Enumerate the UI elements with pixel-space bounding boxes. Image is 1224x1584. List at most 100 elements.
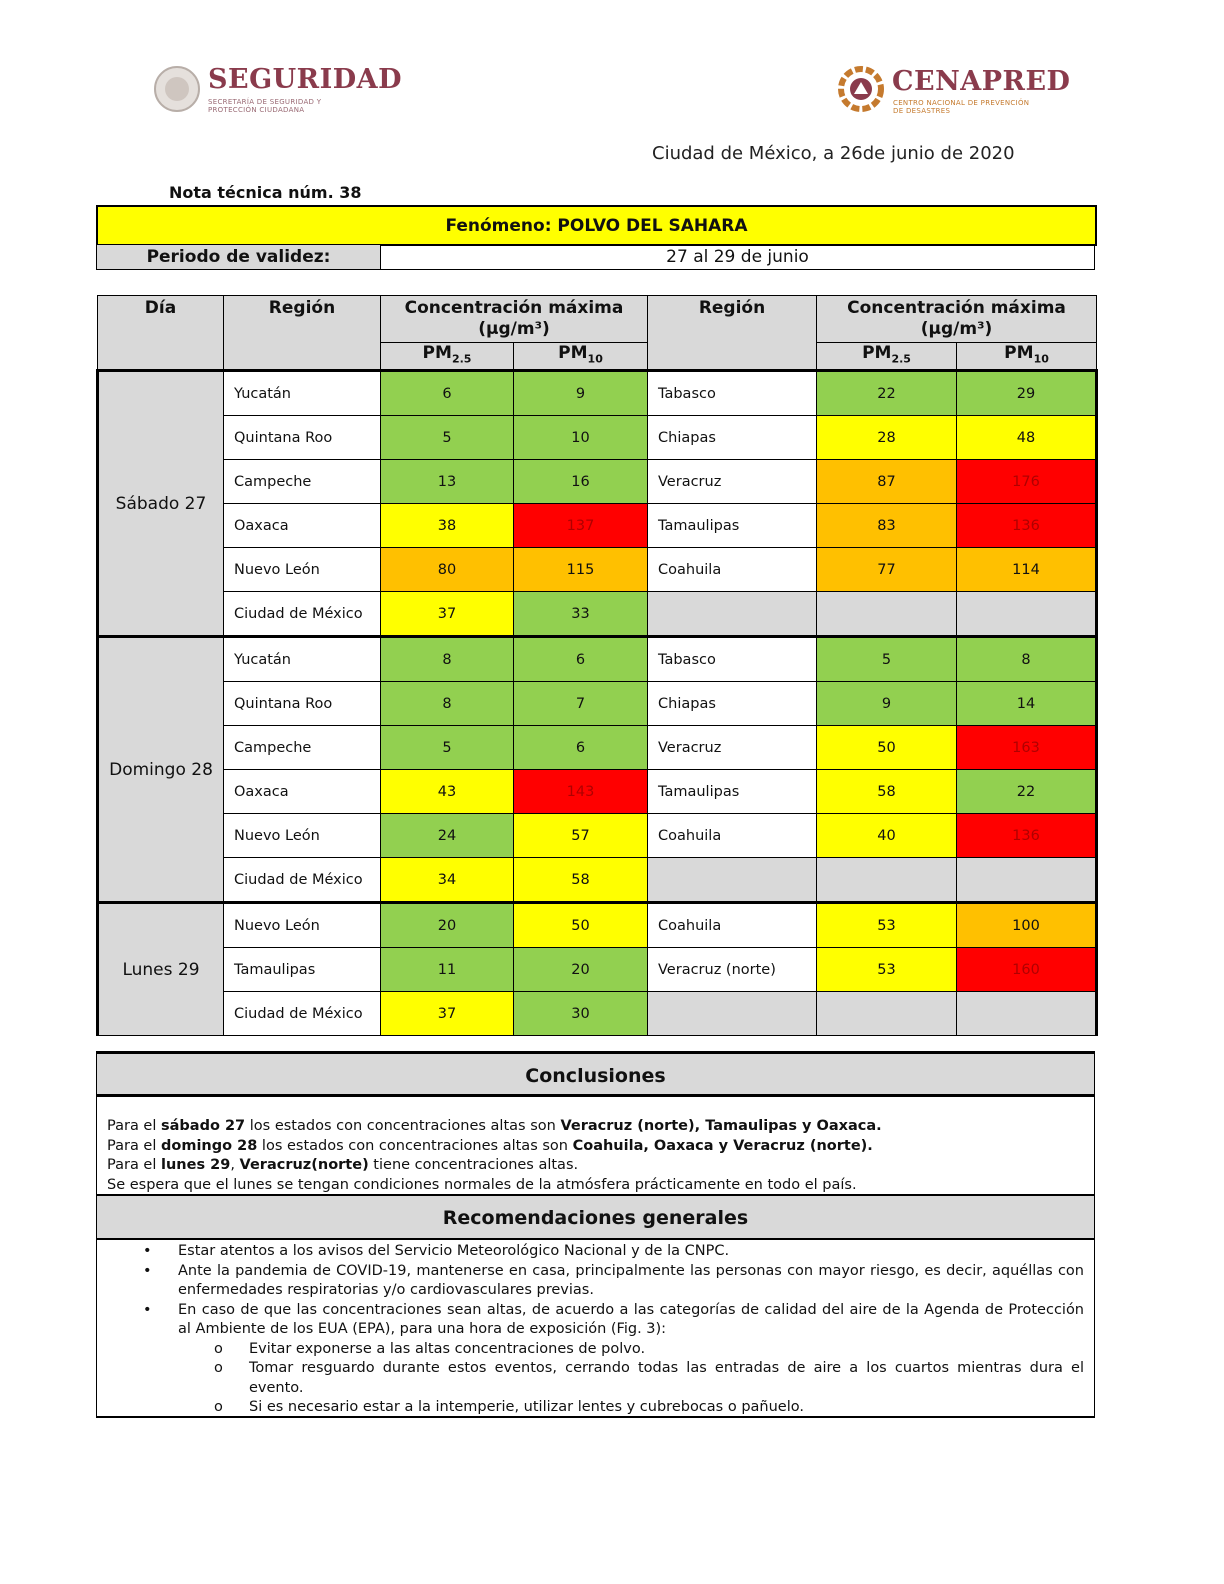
- data-row: Campeche 13 16 Veracruz 87 176: [98, 459, 1099, 505]
- concentration-value: 20: [512, 947, 649, 993]
- pollutant-base: PM: [862, 343, 892, 363]
- conclusion-line: Para el sábado 27 los estados con concen…: [107, 1117, 1084, 1137]
- pollutant-header: PM2.5: [816, 341, 958, 372]
- concentration-value: 16: [512, 459, 649, 505]
- region: Coahuila: [647, 813, 818, 859]
- concentration-value: 37: [380, 991, 514, 1037]
- right-logo-emblem: [838, 66, 884, 112]
- data-row: Domingo 28 Yucatán 8 6 Tabasco 5 8: [96, 635, 1099, 904]
- pollutant-header: PM10: [956, 341, 1098, 372]
- data-row: Ciudad de México 37 30: [98, 991, 1099, 1037]
- recommendation: Estar atentos a los avisos del Servicio …: [97, 1242, 1084, 1262]
- concentration-value: 5: [380, 415, 514, 461]
- region: Chiapas: [647, 415, 818, 461]
- region: Campeche: [223, 725, 381, 771]
- conclusion-text: los estados con concentraciones altas so…: [257, 1137, 573, 1154]
- concentration-value: 136: [956, 503, 1099, 549]
- right-logo-subtitle: CENTRO NACIONAL DE PREVENCIÓN DE DESASTR…: [893, 99, 1030, 115]
- region: Nuevo León: [223, 813, 381, 859]
- empty-cell: [647, 991, 818, 1037]
- date: Ciudad de México, a 26de junio de 2020: [652, 143, 1015, 164]
- region-header: Región: [223, 294, 381, 372]
- region: Veracruz (norte): [647, 947, 818, 993]
- data-row: Quintana Roo 8 7 Chiapas 9 14: [98, 681, 1099, 727]
- concentration-value: 48: [956, 415, 1099, 461]
- validity-value: 27 al 29 de junio: [666, 247, 809, 267]
- concentration-value: 137: [512, 503, 649, 549]
- recommendations-title: Recomendaciones generales: [96, 1195, 1095, 1240]
- concentration-value: 14: [956, 681, 1099, 727]
- concentration-value: 114: [956, 547, 1099, 593]
- table-head: Día Región Concentración máxima (µg/m³) Reg…: [97, 294, 1098, 372]
- conclusion-text: Para el: [107, 1118, 161, 1134]
- region: Tamaulipas: [223, 947, 381, 993]
- data-row: Ciudad de México 37 33: [98, 591, 1099, 638]
- concentration-value: 6: [512, 635, 649, 683]
- recommendation: En caso de que las concentraciones sean …: [97, 1301, 1084, 1340]
- conclusion-text: domingo 28: [161, 1137, 258, 1154]
- data-row: Ciudad de México 34 58: [98, 857, 1099, 904]
- region: Oaxaca: [223, 503, 381, 549]
- concentration-value: 29: [956, 369, 1099, 417]
- empty-cell: [647, 591, 818, 638]
- region: Chiapas: [647, 681, 818, 727]
- region: Tamaulipas: [647, 769, 818, 815]
- concentration-value: 30: [512, 991, 649, 1037]
- concentration-value: 57: [512, 813, 649, 859]
- empty-cell: [816, 857, 958, 904]
- pollutant-subscript: 2.5: [451, 352, 472, 366]
- conclusion-text: Para el: [107, 1137, 161, 1154]
- concentration-value: 163: [956, 725, 1099, 771]
- conclusions: Para el sábado 27 los estados con concen…: [96, 1095, 1095, 1195]
- region: Campeche: [223, 459, 381, 505]
- concentration-value: 9: [512, 369, 649, 417]
- concentration-value: 34: [380, 857, 514, 904]
- concentration-value: 9: [816, 681, 958, 727]
- recommendations-list: Estar atentos a los avisos del Servicio …: [97, 1242, 1084, 1418]
- concentration-value: 50: [512, 901, 649, 949]
- phenomenon: Fenómeno: POLVO DEL SAHARA: [96, 205, 1097, 246]
- pollutant-subscript: 10: [587, 352, 603, 366]
- concentration-value: 6: [380, 369, 514, 417]
- concentration-value: 136: [956, 813, 1099, 859]
- conclusion-line: Para el domingo 28 los estados con conce…: [107, 1137, 1084, 1157]
- conclusion-text: sábado 27: [161, 1118, 246, 1134]
- header-row: PM2.5 PM10 PM2.5 PM10: [98, 341, 1098, 372]
- region: Veracruz: [647, 459, 818, 505]
- concentration-value: 7: [512, 681, 649, 727]
- data-row: Nuevo León 24 57 Coahuila 40 136: [98, 813, 1099, 859]
- region: Ciudad de México: [223, 591, 381, 638]
- day: Lunes 29: [96, 901, 224, 1037]
- recommendation-subitem: Tomar resguardo durante estos eventos, c…: [97, 1359, 1084, 1398]
- region: Quintana Roo: [223, 415, 381, 461]
- concentration-value: 28: [816, 415, 958, 461]
- conclusion-text: tiene concentraciones altas.: [368, 1157, 579, 1173]
- concentration-value: 37: [380, 591, 514, 638]
- concentration-value: 8: [380, 681, 514, 727]
- empty-cell: [956, 857, 1099, 904]
- region: Tamaulipas: [647, 503, 818, 549]
- conclusions-title: Conclusiones: [96, 1051, 1095, 1095]
- region: Tabasco: [647, 369, 818, 417]
- data-row: Oaxaca 43 143 Tamaulipas 58 22: [98, 769, 1099, 815]
- concentration-value: 20: [380, 901, 514, 949]
- day: Domingo 28: [96, 635, 224, 904]
- region-header: Región: [647, 294, 818, 372]
- conclusion-text: los estados con concentraciones altas so…: [245, 1118, 561, 1134]
- conclusion-text: Para el: [107, 1157, 161, 1173]
- concentration-header: Concentración máxima (µg/m³): [816, 295, 1098, 343]
- day-header: Día: [97, 294, 224, 372]
- concentration-value: 5: [380, 725, 514, 771]
- conclusion-line: Para el lunes 29, Veracruz(norte) tiene …: [107, 1156, 1084, 1176]
- concentration-value: 176: [956, 459, 1099, 505]
- concentration-value: 80: [380, 547, 514, 593]
- concentration-value: 87: [816, 459, 958, 505]
- concentration-value: 43: [380, 769, 514, 815]
- region: Oaxaca: [223, 769, 381, 815]
- region: Ciudad de México: [223, 857, 381, 904]
- concentration-value: 24: [380, 813, 514, 859]
- recommendations: Estar atentos a los avisos del Servicio …: [96, 1240, 1095, 1418]
- recommendation-subitem: Evitar exponerse a las altas concentraci…: [97, 1340, 1084, 1360]
- concentration-value: 11: [380, 947, 514, 993]
- left-logo-name: SEGURIDAD: [208, 64, 403, 95]
